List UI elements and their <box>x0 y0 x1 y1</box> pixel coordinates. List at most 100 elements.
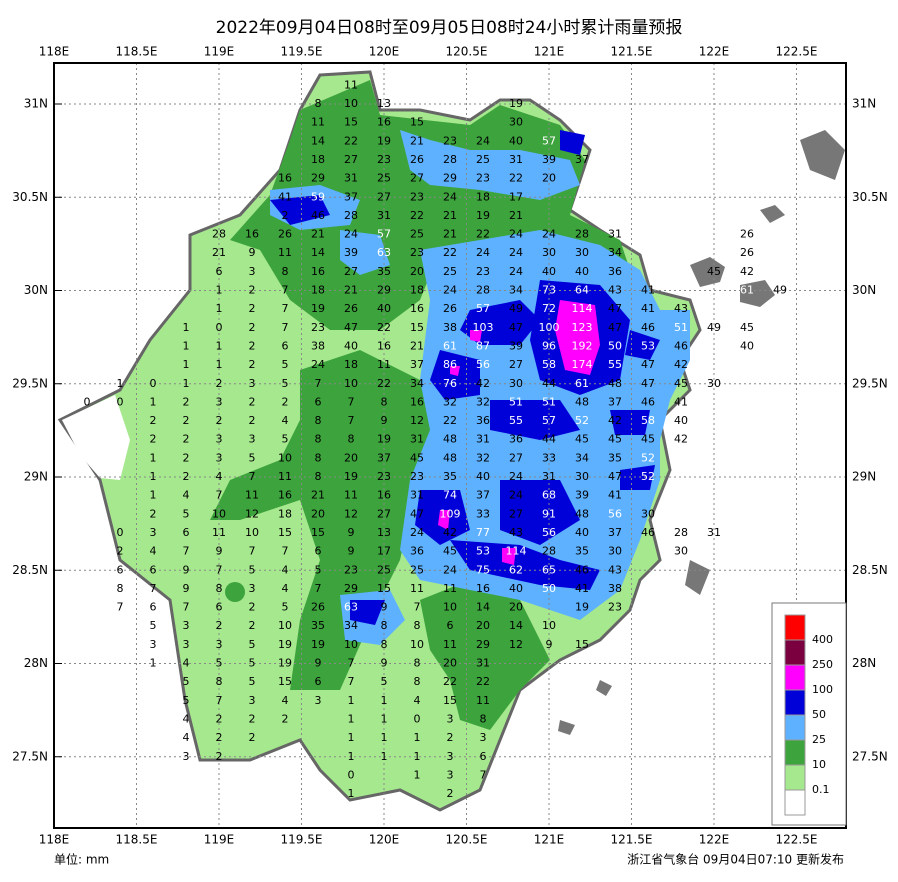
station-value: 15 <box>410 321 424 334</box>
station-value: 2 <box>249 302 256 315</box>
station-value: 11 <box>377 358 391 371</box>
station-value: 1 <box>216 284 223 297</box>
station-value: 7 <box>348 395 355 408</box>
station-value: 3 <box>150 526 157 539</box>
lon-label: 121E <box>534 45 565 59</box>
station-value: 23 <box>410 470 424 483</box>
lon-label: 120.5E <box>446 833 488 847</box>
station-value: 37 <box>575 153 589 166</box>
station-value: 74 <box>443 489 457 502</box>
station-value: 3 <box>150 638 157 651</box>
station-value: 10 <box>344 97 358 110</box>
station-value: 29 <box>344 582 358 595</box>
station-value: 2 <box>282 712 289 725</box>
lat-label: 28.5N <box>12 563 48 577</box>
station-value: 12 <box>410 414 424 427</box>
station-value: 11 <box>410 582 424 595</box>
lat-label: 29.5N <box>852 376 888 390</box>
station-value: 4 <box>183 489 190 502</box>
station-value: 5 <box>282 358 289 371</box>
station-value: 19 <box>278 657 292 670</box>
station-value: 7 <box>249 545 256 558</box>
station-value: 41 <box>674 395 688 408</box>
station-value: 21 <box>311 228 325 241</box>
station-value: 53 <box>476 545 490 558</box>
station-value: 57 <box>542 414 556 427</box>
station-value: 2 <box>183 470 190 483</box>
station-value: 3 <box>216 395 223 408</box>
station-value: 29 <box>443 172 457 185</box>
station-value: 28 <box>476 284 490 297</box>
station-value: 7 <box>348 675 355 688</box>
station-value: 31 <box>476 433 490 446</box>
station-value: 0 <box>117 395 124 408</box>
station-value: 5 <box>282 601 289 614</box>
station-value: 18 <box>278 507 292 520</box>
station-value: 40 <box>575 526 589 539</box>
station-value: 9 <box>381 414 388 427</box>
station-value: 24 <box>410 526 424 539</box>
station-value: 24 <box>542 228 556 241</box>
legend-box <box>771 602 847 826</box>
station-value: 38 <box>608 582 622 595</box>
station-value: 10 <box>344 377 358 390</box>
station-value: 3 <box>480 731 487 744</box>
station-value: 5 <box>249 563 256 576</box>
station-value: 0 <box>216 321 223 334</box>
station-value: 47 <box>641 358 655 371</box>
station-value: 56 <box>476 358 490 371</box>
station-value: 32 <box>476 451 490 464</box>
station-value: 87 <box>476 339 490 352</box>
station-value: 2 <box>249 731 256 744</box>
station-value: 7 <box>150 582 157 595</box>
lat-label: 30.5N <box>852 190 888 204</box>
station-value: 25 <box>410 563 424 576</box>
station-value: 27 <box>410 172 424 185</box>
legend-swatch <box>784 614 806 641</box>
station-value: 7 <box>282 284 289 297</box>
station-value: 12 <box>509 638 523 651</box>
station-value: 30 <box>542 246 556 259</box>
station-value: 19 <box>278 638 292 651</box>
station-value: 2 <box>183 395 190 408</box>
station-value: 1 <box>348 712 355 725</box>
station-value: 35 <box>608 451 622 464</box>
station-value: 35 <box>575 545 589 558</box>
station-value: 2 <box>249 358 256 371</box>
station-value: 22 <box>476 675 490 688</box>
station-value: 18 <box>410 284 424 297</box>
station-value: 39 <box>509 339 523 352</box>
station-value: 6 <box>216 265 223 278</box>
station-value: 2 <box>216 731 223 744</box>
station-value: 10 <box>542 619 556 632</box>
station-value: 16 <box>377 489 391 502</box>
station-value: 40 <box>476 470 490 483</box>
station-value: 34 <box>608 246 622 259</box>
station-value: 22 <box>476 228 490 241</box>
station-value: 5 <box>216 657 223 670</box>
station-value: 4 <box>282 414 289 427</box>
station-value: 15 <box>278 526 292 539</box>
legend-swatch <box>784 764 806 791</box>
station-value: 25 <box>410 228 424 241</box>
station-value: 1 <box>150 657 157 670</box>
station-value: 40 <box>575 265 589 278</box>
station-value: 1 <box>348 787 355 800</box>
station-value: 46 <box>641 526 655 539</box>
station-value: 10 <box>245 526 259 539</box>
station-value: 25 <box>443 265 457 278</box>
station-value: 16 <box>311 265 325 278</box>
station-value: 28 <box>542 545 556 558</box>
lat-label: 30N <box>24 283 48 297</box>
station-value: 45 <box>707 265 721 278</box>
station-value: 31 <box>542 470 556 483</box>
station-value: 5 <box>249 675 256 688</box>
station-value: 26 <box>278 228 292 241</box>
station-value: 19 <box>509 97 523 110</box>
station-value: 63 <box>377 246 391 259</box>
station-value: 0 <box>84 395 91 408</box>
station-value: 21 <box>443 228 457 241</box>
station-value: 1 <box>216 339 223 352</box>
station-value: 11 <box>344 489 358 502</box>
station-value: 5 <box>249 638 256 651</box>
